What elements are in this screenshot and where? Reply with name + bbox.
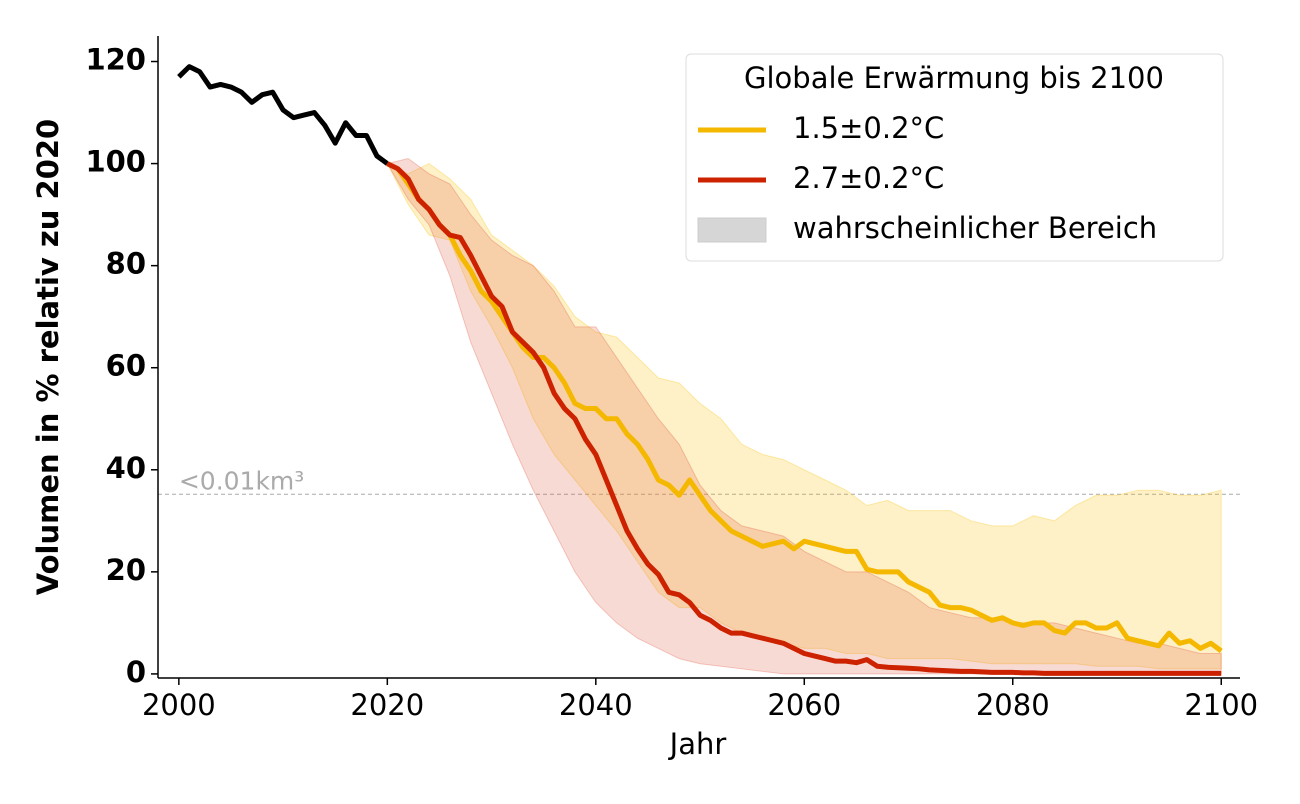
x-tick-label: 2040 <box>559 688 633 722</box>
uncertainty-band <box>386 157 1222 675</box>
y-tick-label: 0 <box>126 655 146 689</box>
legend-label: 1.5±0.2°C <box>793 111 944 145</box>
y-tick-label: 40 <box>106 451 146 485</box>
x-tick-label: 2000 <box>142 688 216 722</box>
x-tick-label: 2100 <box>1184 688 1258 722</box>
legend-title: Globale Erwärmung bis 2100 <box>744 61 1164 95</box>
y-tick-label: 20 <box>106 553 146 587</box>
legend-box <box>685 53 1224 262</box>
x-tick-label: 2080 <box>976 688 1050 722</box>
legend-label: wahrscheinlicher Bereich <box>793 211 1157 245</box>
x-axis-label: Jahr <box>668 727 727 761</box>
y-tick-label: 100 <box>85 145 146 179</box>
series-line <box>386 161 1223 653</box>
uncertainty-band <box>386 162 1222 670</box>
y-tick-label: 60 <box>106 349 146 383</box>
y-axis-label: Volumen in % relativ zu 2020 <box>31 119 65 595</box>
series-line <box>386 161 1222 676</box>
x-tick-label: 2060 <box>767 688 841 722</box>
reference-label: <0.01km³ <box>179 466 304 495</box>
legend-swatch <box>697 217 767 243</box>
history-line <box>177 64 389 166</box>
y-tick-label: 120 <box>85 43 146 77</box>
x-tick-label: 2020 <box>350 688 424 722</box>
y-tick-label: 80 <box>106 247 146 281</box>
legend-label: 2.7±0.2°C <box>793 161 944 195</box>
